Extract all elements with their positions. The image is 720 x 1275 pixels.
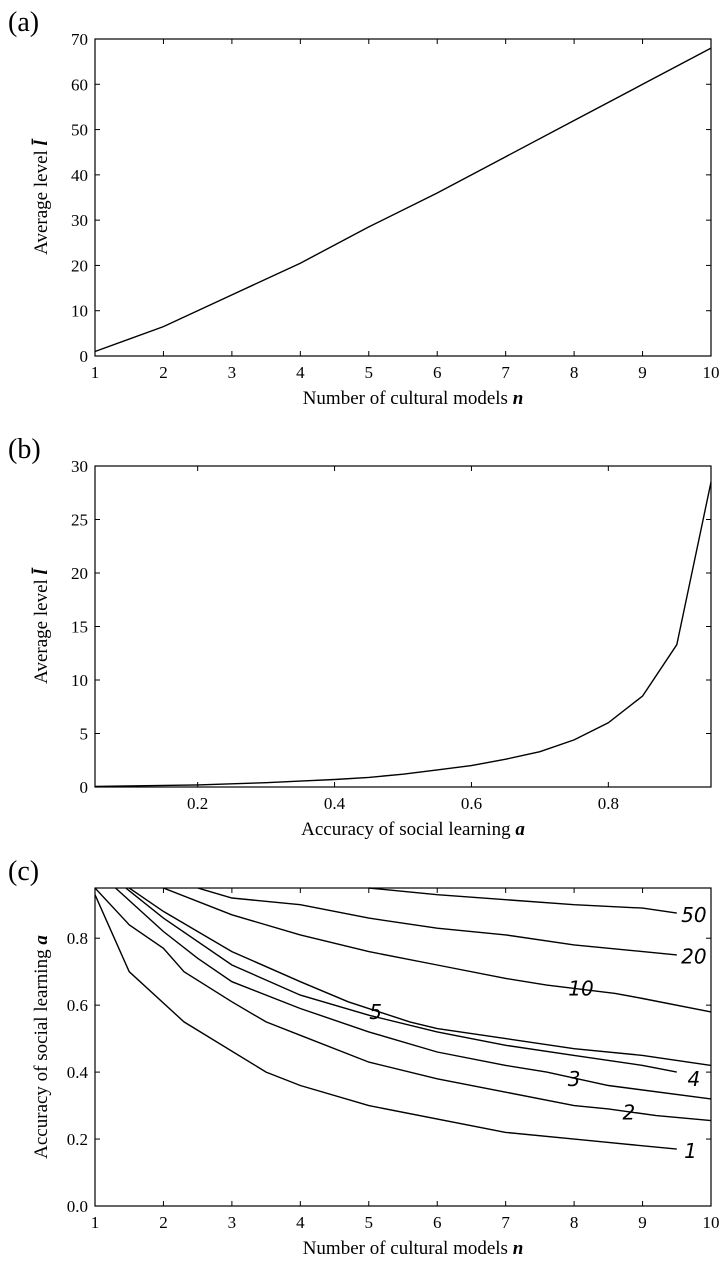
x-tick-label: 8	[570, 1213, 579, 1232]
x-tick-label: 1	[91, 363, 100, 382]
x-tick-label: 1	[91, 1213, 100, 1232]
contour-line-20	[197, 887, 677, 956]
y-tick-label: 60	[71, 75, 88, 94]
panel-a: (a) 1 2 3 4 5 6 7 8 9 10 0 10 20 30 40 50 60 70 Number of c…	[8, 7, 720, 409]
y-tick-label: 50	[71, 121, 88, 140]
y-tick-label: 0.0	[67, 1197, 88, 1216]
y-tick-label: 30	[71, 457, 88, 476]
y-tick-label: 15	[71, 618, 88, 637]
x-tick-label: 9	[638, 363, 647, 382]
y-axis-title-text: Average level	[31, 579, 52, 684]
x-tick-label: 5	[365, 1213, 374, 1232]
y-tick-label: 0.6	[67, 996, 88, 1015]
x-tick-label: 6	[433, 1213, 442, 1232]
x-tick-label: 4	[296, 363, 305, 382]
contour-line-5	[128, 887, 712, 1067]
y-tick-label: 0	[80, 347, 89, 366]
contour-label-10: 10	[568, 976, 593, 1000]
contour-line-1	[94, 894, 677, 1150]
y-tick-label: 0.8	[67, 929, 88, 948]
x-tick-label: 0.8	[598, 794, 619, 813]
y-axis-title: Average level l̄	[30, 138, 52, 255]
panel-label: (b)	[8, 434, 41, 465]
y-tick-label: 40	[71, 166, 88, 185]
contour-line-2	[94, 887, 712, 1122]
contour-label-3: 3	[568, 1067, 581, 1091]
x-tick-label: 10	[703, 1213, 720, 1232]
x-tick-label: 3	[228, 1213, 237, 1232]
contour-label-4: 4	[688, 1067, 701, 1091]
plot-frame	[94, 38, 712, 357]
y-axis-title: Accuracy of social learning a	[31, 935, 52, 1159]
x-tick-label: 7	[501, 1213, 510, 1232]
panel-label: (a)	[8, 7, 39, 38]
x-tick-label: 8	[570, 363, 579, 382]
x-tick-label: 0.6	[461, 794, 482, 813]
y-tick-label: 0.2	[67, 1130, 88, 1149]
plot-frame	[94, 887, 712, 1207]
y-tick-label: 10	[71, 302, 88, 321]
contour-line-10	[163, 887, 712, 1013]
x-tick-label: 10	[703, 363, 720, 382]
x-tick-label: 7	[501, 363, 510, 382]
x-axis-variable: n	[513, 1238, 524, 1259]
y-axis-title-text: Average level	[31, 150, 52, 255]
y-tick-label: 0	[80, 778, 89, 797]
contour-line-3	[115, 887, 712, 1100]
contour-line-50	[368, 887, 677, 914]
x-tick-label: 9	[638, 1213, 647, 1232]
series-line	[94, 481, 712, 788]
x-tick-label: 0.2	[187, 794, 208, 813]
y-tick-label: 20	[71, 564, 88, 583]
x-tick-label: 6	[433, 363, 442, 382]
panel-b: (b) 0.2 0.4 0.6 0.8 0 5 10 15 20 25 30 Accuracy of s…	[8, 434, 712, 840]
x-tick-label: 5	[365, 363, 374, 382]
x-tick-label: 2	[159, 363, 168, 382]
contour-line-4	[125, 887, 677, 1073]
x-tick-label: 3	[228, 363, 237, 382]
x-axis-title: Number of cultural models n	[303, 1238, 524, 1259]
contour-label-1: 1	[684, 1139, 697, 1163]
x-axis-title-text: Number of cultural models	[303, 388, 508, 409]
x-axis-title: Number of cultural models n	[303, 388, 524, 409]
series-line	[94, 47, 712, 353]
y-axis-variable: a	[31, 935, 52, 945]
x-axis-variable: a	[515, 819, 525, 840]
panel-c: (c) 1 2 3 4 5 6 7 8 9 10 0.0 0.2 0.4 0.6 0.8 Number of c…	[8, 856, 720, 1259]
y-tick-label: 30	[71, 211, 88, 230]
y-tick-label: 5	[80, 725, 89, 744]
plot-frame	[94, 465, 712, 788]
x-axis-variable: n	[513, 388, 524, 409]
contour-label-20: 20	[681, 945, 706, 969]
contour-label-2: 2	[622, 1100, 635, 1124]
y-tick-label: 20	[71, 256, 88, 275]
y-axis-variable: l̄	[30, 567, 52, 574]
y-tick-label: 25	[71, 511, 88, 530]
x-tick-label: 2	[159, 1213, 168, 1232]
y-axis-title: Average level l̄	[30, 567, 52, 684]
y-tick-label: 0.4	[67, 1063, 89, 1082]
x-axis-title-text: Accuracy of social learning	[301, 819, 511, 840]
y-axis-title-text: Accuracy of social learning	[31, 949, 52, 1159]
contour-label-5: 5	[369, 1000, 382, 1024]
x-tick-label: 0.4	[324, 794, 346, 813]
x-axis-title: Accuracy of social learning a	[301, 819, 525, 840]
x-tick-label: 4	[296, 1213, 305, 1232]
y-tick-label: 10	[71, 671, 88, 690]
y-tick-label: 70	[71, 30, 88, 49]
x-axis-title-text: Number of cultural models	[303, 1238, 508, 1259]
y-axis-variable: l̄	[30, 138, 52, 145]
contour-label-50: 50	[681, 903, 706, 927]
panel-label: (c)	[8, 856, 39, 887]
